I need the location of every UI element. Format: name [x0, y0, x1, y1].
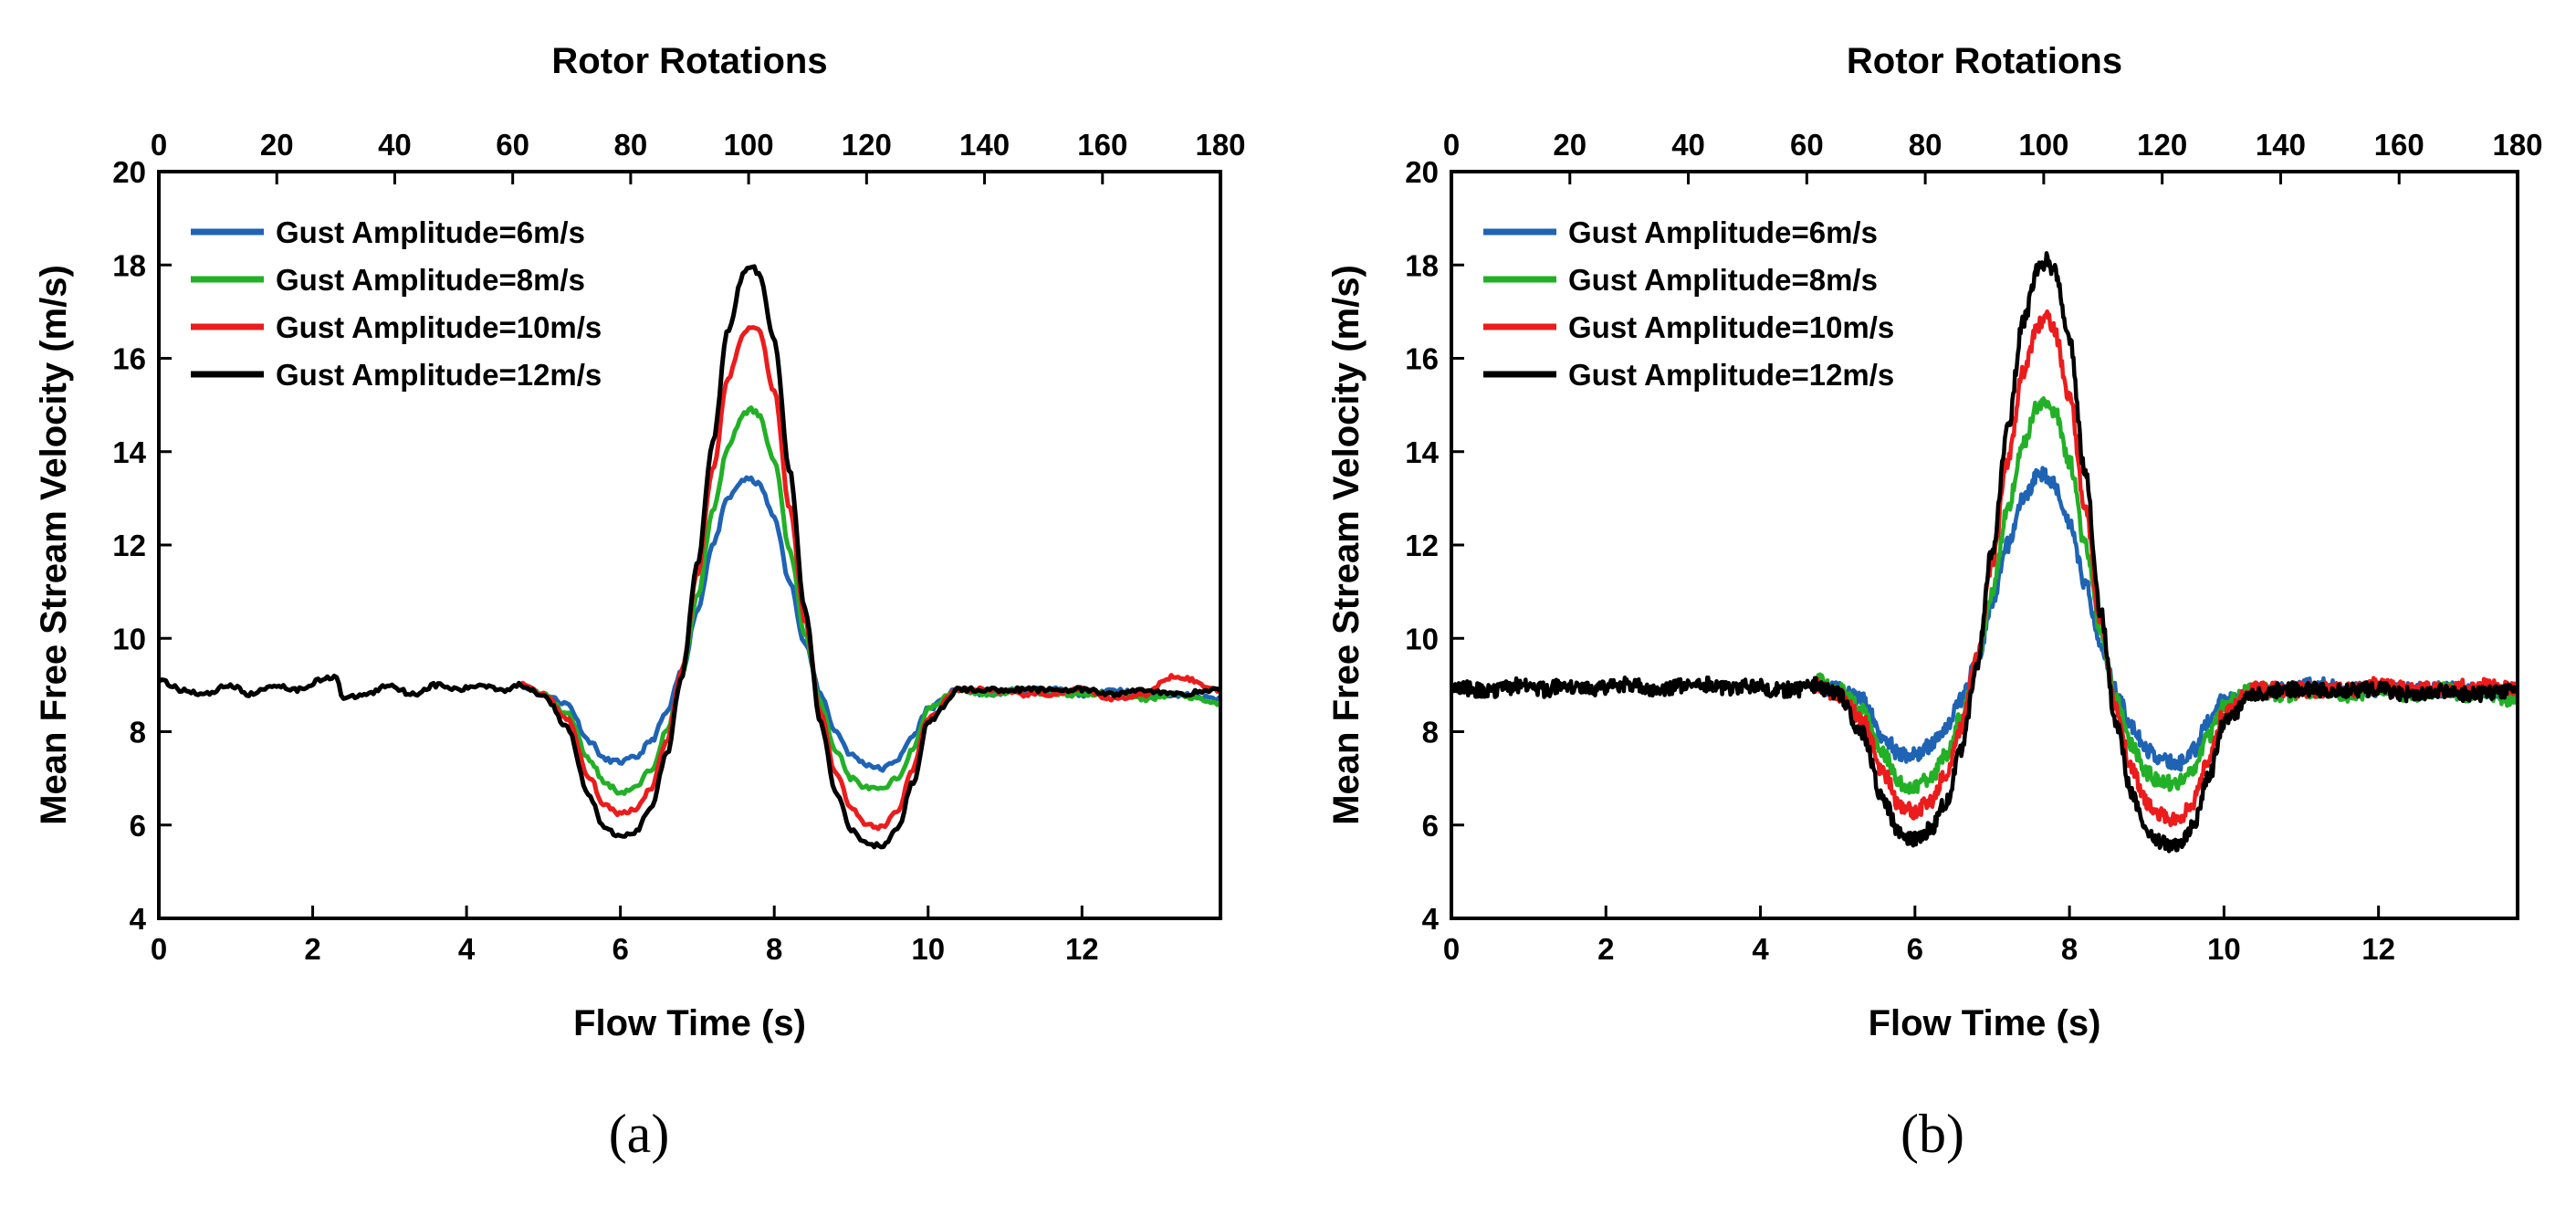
x2-tick-label: 100 — [724, 128, 774, 162]
x2-tick-label: 0 — [1443, 128, 1460, 162]
x2-tick-label: 40 — [1671, 128, 1705, 162]
y-tick-label: 14 — [112, 435, 146, 469]
series-line-1 — [1812, 466, 2518, 772]
y-tick-label: 12 — [1405, 529, 1439, 562]
x-tick-label: 4 — [458, 932, 476, 966]
x2-tick-label: 20 — [260, 128, 294, 162]
x-tick-label: 10 — [2207, 932, 2241, 966]
legend-label-3: Gust Amplitude=10m/s — [1568, 310, 1894, 344]
y-tick-label: 16 — [1405, 342, 1439, 376]
y-tick-label: 12 — [112, 529, 146, 562]
series-line-2 — [1812, 396, 2518, 795]
y-tick-label: 6 — [1422, 809, 1439, 843]
series-line-4 — [159, 264, 1220, 850]
x2-tick-label: 60 — [1790, 128, 1824, 162]
y-tick-label: 8 — [1422, 716, 1439, 749]
x-tick-label: 8 — [2061, 932, 2078, 966]
y-tick-label: 4 — [130, 902, 147, 936]
x2-tick-label: 160 — [1077, 128, 1127, 162]
legend-label-4: Gust Amplitude=12m/s — [276, 358, 602, 392]
x-tick-label: 4 — [1752, 932, 1769, 966]
x2-axis-title: Rotor Rotations — [1847, 41, 2122, 81]
legend-label-2: Gust Amplitude=8m/s — [276, 263, 585, 297]
legend: Gust Amplitude=6m/s Gust Amplitude=8m/s Gu… — [191, 215, 602, 392]
x2-tick-label: 80 — [614, 128, 648, 162]
y-axis-title: Mean Free Stream Velocity (m/s) — [34, 265, 74, 825]
series-line-2 — [519, 405, 1220, 796]
series-group — [1451, 251, 2518, 854]
y-tick-label: 20 — [112, 155, 146, 189]
x-tick-label: 8 — [766, 932, 782, 966]
y-tick-label: 18 — [112, 248, 146, 282]
x-tick-label: 2 — [1597, 932, 1614, 966]
x2-tick-label: 40 — [378, 128, 412, 162]
y-tick-label: 16 — [112, 342, 146, 376]
y-tick-label: 10 — [112, 622, 146, 655]
x2-tick-label: 20 — [1553, 128, 1586, 162]
legend-label-1: Gust Amplitude=6m/s — [1568, 215, 1878, 249]
x2-tick-label: 140 — [959, 128, 1010, 162]
series-line-4 — [1451, 251, 2518, 854]
x-axis-title: Flow Time (s) — [573, 1003, 806, 1043]
x-tick-label: 0 — [151, 932, 167, 966]
x-tick-label: 12 — [1065, 932, 1099, 966]
x-tick-label: 6 — [1907, 932, 1923, 966]
x2-tick-label: 100 — [2018, 128, 2068, 162]
x2-tick-label: 140 — [2256, 128, 2306, 162]
panel-label: (a) — [609, 1104, 670, 1164]
x-tick-label: 10 — [911, 932, 945, 966]
x-axis-title: Flow Time (s) — [1869, 1003, 2101, 1043]
x-tick-label: 0 — [1443, 932, 1460, 966]
x2-tick-label: 0 — [151, 128, 167, 162]
x2-tick-label: 60 — [496, 128, 529, 162]
x-tick-label: 6 — [612, 932, 628, 966]
series-line-3 — [518, 325, 1220, 832]
legend-label-3: Gust Amplitude=10m/s — [276, 310, 602, 344]
legend-label-1: Gust Amplitude=6m/s — [276, 215, 585, 249]
y-tick-label: 20 — [1405, 155, 1439, 189]
legend-label-4: Gust Amplitude=12m/s — [1568, 358, 1894, 392]
y-axis-title: Mean Free Stream Velocity (m/s) — [1326, 265, 1367, 825]
chart-panel-b: 0 2 4 6 8 10 120 20 40 60 80 100 120 140 160 1804681012… — [1326, 41, 2543, 1164]
panel-label: (b) — [1901, 1104, 1964, 1164]
x2-tick-label: 180 — [2492, 128, 2542, 162]
chart-panel-a: 0 2 4 6 8 10 120 20 40 60 80 100 120 140 160 1804681012… — [34, 41, 1246, 1164]
y-tick-label: 14 — [1405, 435, 1439, 469]
y-tick-label: 4 — [1422, 902, 1440, 936]
x2-tick-label: 180 — [1195, 128, 1245, 162]
y-tick-label: 8 — [130, 716, 146, 749]
legend: Gust Amplitude=6m/s Gust Amplitude=8m/s Gu… — [1483, 215, 1894, 392]
x-tick-label: 12 — [2361, 932, 2395, 966]
series-line-3 — [1812, 309, 2518, 828]
series-group — [159, 264, 1220, 850]
y-tick-label: 6 — [130, 809, 146, 843]
series-line-1 — [518, 475, 1220, 773]
x2-tick-label: 120 — [842, 128, 892, 162]
x2-axis-title: Rotor Rotations — [551, 41, 827, 81]
x2-tick-label: 160 — [2374, 128, 2424, 162]
y-tick-label: 10 — [1405, 622, 1439, 655]
y-tick-label: 18 — [1405, 248, 1439, 282]
x2-tick-label: 120 — [2137, 128, 2187, 162]
legend-label-2: Gust Amplitude=8m/s — [1568, 263, 1878, 297]
x2-tick-label: 80 — [1909, 128, 1942, 162]
x-tick-label: 2 — [304, 932, 320, 966]
